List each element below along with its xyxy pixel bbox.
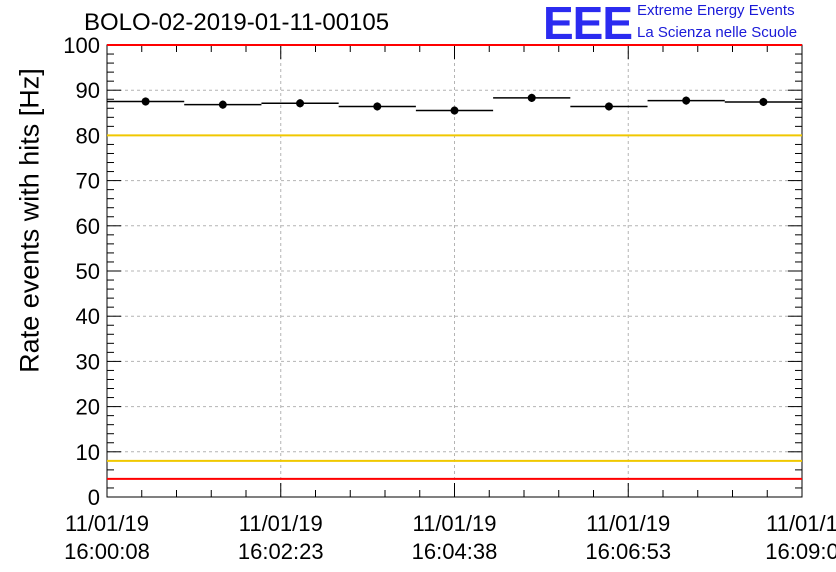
x-tick-label-date: 11/01/19 — [239, 511, 323, 536]
x-tick-label-date: 11/01/19 — [586, 511, 670, 536]
y-tick-label: 20 — [76, 395, 100, 420]
y-tick-label: 10 — [76, 440, 100, 465]
data-point — [527, 93, 536, 102]
y-tick-label: 30 — [76, 349, 100, 374]
x-tick-label-date: 11/01/19 — [65, 511, 149, 536]
y-tick-label: 80 — [76, 123, 100, 148]
data-point — [373, 102, 382, 111]
y-tick-label: 90 — [76, 78, 100, 103]
y-tick-label: 100 — [63, 33, 100, 58]
x-tick-label-date: 11/01/1 — [766, 511, 836, 536]
data-point — [296, 99, 305, 108]
y-tick-label: 0 — [88, 485, 100, 510]
data-point — [759, 97, 768, 106]
x-tick-label-time: 16:06:53 — [585, 539, 671, 564]
x-tick-label-time: 16:02:23 — [238, 539, 324, 564]
y-tick-label: 50 — [76, 259, 100, 284]
data-point — [682, 96, 691, 105]
data-point — [218, 100, 227, 109]
logo-line-1: Extreme Energy Events — [637, 2, 795, 19]
y-tick-label: 70 — [76, 169, 100, 194]
data-point — [141, 97, 150, 106]
chart-title: BOLO-02-2019-01-11-00105 — [84, 9, 390, 36]
logo-line-2: La Scienza nelle Scuole — [637, 24, 798, 41]
x-tick-label-time: 16:04:38 — [412, 539, 498, 564]
x-tick-label-time: 16:00:08 — [64, 539, 150, 564]
data-point — [604, 102, 613, 111]
x-tick-label-time: 16:09:0 — [765, 539, 836, 564]
data-point — [450, 106, 459, 115]
y-tick-label: 40 — [76, 304, 100, 329]
y-axis-title: Rate events with hits [Hz] — [14, 68, 45, 373]
x-tick-label-date: 11/01/19 — [412, 511, 496, 536]
eee-logo-mark: EEE — [543, 0, 633, 49]
y-tick-label: 60 — [76, 214, 100, 239]
